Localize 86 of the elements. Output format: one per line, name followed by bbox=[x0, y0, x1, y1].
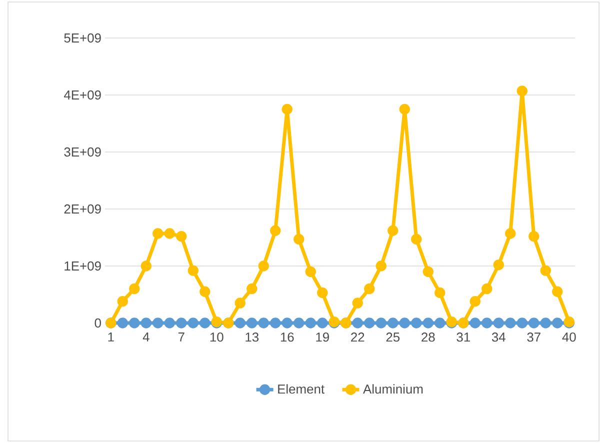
point bbox=[411, 234, 422, 245]
point bbox=[376, 318, 386, 328]
point bbox=[388, 225, 398, 236]
point bbox=[399, 104, 410, 115]
point bbox=[234, 318, 246, 328]
point bbox=[482, 283, 492, 294]
point bbox=[411, 318, 422, 328]
legend-label: Element bbox=[278, 384, 324, 394]
point bbox=[470, 318, 480, 328]
y-tick-label: 3E+09 bbox=[64, 147, 101, 157]
x-tick-label: 7 bbox=[178, 332, 184, 342]
y-tick-label: 5E+09 bbox=[64, 33, 101, 43]
x-tick-label: 4 bbox=[142, 332, 150, 342]
point bbox=[399, 318, 410, 328]
y-tick-label: 4E+09 bbox=[64, 90, 101, 100]
x-tick-label: 19 bbox=[316, 332, 329, 342]
point bbox=[152, 318, 164, 328]
x-tick-label: 28 bbox=[422, 332, 435, 342]
y-tick-label: 0 bbox=[94, 318, 101, 328]
point bbox=[364, 283, 375, 294]
point bbox=[176, 318, 187, 328]
point bbox=[246, 283, 258, 294]
point bbox=[270, 318, 281, 328]
point bbox=[258, 260, 269, 272]
point bbox=[434, 287, 446, 298]
x-tick-label: 37 bbox=[527, 332, 540, 342]
y-tick-label: 2E+09 bbox=[64, 204, 101, 214]
point bbox=[164, 318, 175, 328]
point bbox=[188, 265, 198, 276]
x-tick-label: 13 bbox=[246, 332, 259, 342]
point bbox=[552, 286, 563, 297]
point bbox=[164, 228, 175, 239]
x-tick-label: 10 bbox=[210, 332, 224, 342]
point bbox=[117, 318, 128, 328]
point bbox=[270, 225, 281, 236]
point bbox=[516, 86, 528, 96]
point bbox=[282, 104, 292, 115]
point bbox=[305, 318, 316, 328]
point bbox=[282, 318, 292, 328]
point bbox=[388, 318, 398, 328]
x-tick-label: 16 bbox=[280, 332, 294, 342]
point bbox=[434, 318, 446, 328]
legend-label: Aluminium bbox=[363, 384, 423, 394]
point bbox=[305, 266, 316, 278]
x-tick-label: 25 bbox=[386, 332, 400, 342]
point bbox=[200, 318, 210, 328]
point bbox=[552, 318, 563, 328]
x-tick-label: 31 bbox=[456, 332, 470, 342]
point bbox=[493, 259, 504, 270]
point bbox=[176, 230, 187, 242]
y-tick-label: 1E+09 bbox=[64, 261, 101, 271]
point bbox=[422, 318, 434, 328]
point bbox=[352, 298, 363, 308]
point bbox=[376, 260, 386, 272]
x-tick-label: 34 bbox=[492, 332, 506, 342]
point bbox=[528, 318, 540, 328]
point bbox=[505, 318, 516, 328]
point bbox=[152, 228, 164, 239]
point bbox=[528, 230, 540, 242]
point bbox=[364, 318, 375, 328]
point bbox=[200, 286, 210, 297]
x-tick-label: 22 bbox=[351, 332, 364, 342]
x-tick-label: 1 bbox=[108, 332, 114, 342]
point bbox=[540, 318, 551, 328]
point bbox=[317, 318, 328, 328]
point bbox=[294, 234, 304, 245]
point bbox=[258, 318, 269, 328]
point bbox=[188, 318, 198, 328]
point bbox=[352, 318, 363, 328]
point bbox=[129, 318, 140, 328]
point bbox=[482, 318, 492, 328]
point bbox=[246, 318, 258, 328]
x-tick-label: 40 bbox=[562, 332, 576, 342]
point bbox=[505, 228, 516, 239]
point bbox=[117, 296, 128, 307]
point bbox=[140, 260, 152, 272]
point bbox=[317, 287, 328, 298]
point bbox=[422, 266, 434, 278]
point bbox=[140, 318, 152, 328]
point bbox=[516, 318, 528, 328]
point bbox=[540, 265, 551, 276]
point bbox=[129, 283, 140, 294]
point bbox=[470, 296, 480, 307]
point bbox=[294, 318, 304, 328]
point bbox=[234, 298, 246, 308]
point bbox=[493, 318, 504, 328]
